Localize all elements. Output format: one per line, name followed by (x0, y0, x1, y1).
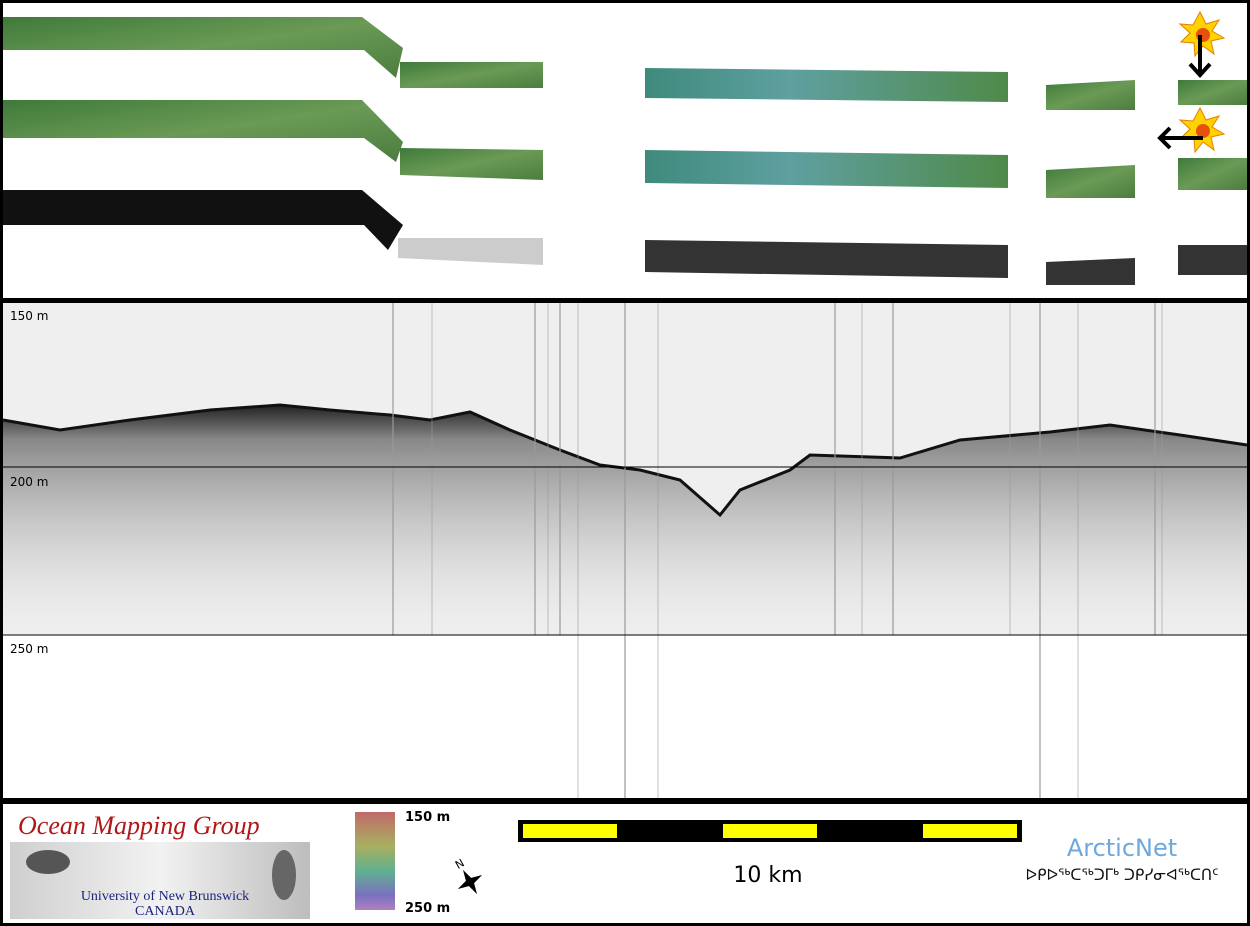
strip (645, 68, 1008, 102)
scale-segment (523, 824, 617, 838)
strip (398, 238, 543, 265)
strip (3, 100, 403, 162)
colorbar-label: 150 m (405, 810, 450, 825)
swath-strips (3, 17, 1247, 285)
depth-label: 250 m (10, 642, 48, 656)
strip (1046, 80, 1135, 110)
ping-streaks (392, 303, 1163, 798)
colorbar-label: 250 m (405, 901, 450, 916)
logo-shape (272, 850, 296, 900)
scale-label: 10 km (733, 863, 802, 888)
depth-label: 200 m (10, 475, 48, 489)
strip (1046, 258, 1135, 285)
arrow (1157, 126, 1172, 150)
sun-icons (1157, 10, 1226, 154)
depth-label: 150 m (10, 309, 48, 323)
partner-syllabics: ᐅᑭᐅᖅᑕᖅᑐᒥᒃ ᑐᑭᓯᓂᐊᖅᑕᑎᑦ (1026, 866, 1219, 884)
university: University of New Brunswick (81, 889, 249, 904)
partner-name: ArcticNet (1067, 834, 1177, 862)
strip (645, 240, 1008, 278)
strip (1178, 245, 1247, 275)
compass (457, 869, 483, 895)
strip (1178, 80, 1247, 105)
sun-core (1196, 124, 1210, 138)
strip (400, 148, 543, 180)
scale-segment (923, 824, 1017, 838)
logo-shape (26, 850, 70, 874)
mosaic-panel (3, 3, 1247, 298)
strip (3, 190, 403, 250)
colorbar (355, 812, 395, 910)
arrow (1188, 62, 1212, 78)
group-title: Ocean Mapping Group (18, 811, 260, 840)
strip (400, 62, 543, 88)
strip (1178, 158, 1247, 190)
strip (1046, 165, 1135, 198)
country: CANADA (135, 904, 196, 919)
strip (3, 17, 403, 78)
strip (645, 150, 1008, 188)
scale-segment (723, 824, 817, 838)
